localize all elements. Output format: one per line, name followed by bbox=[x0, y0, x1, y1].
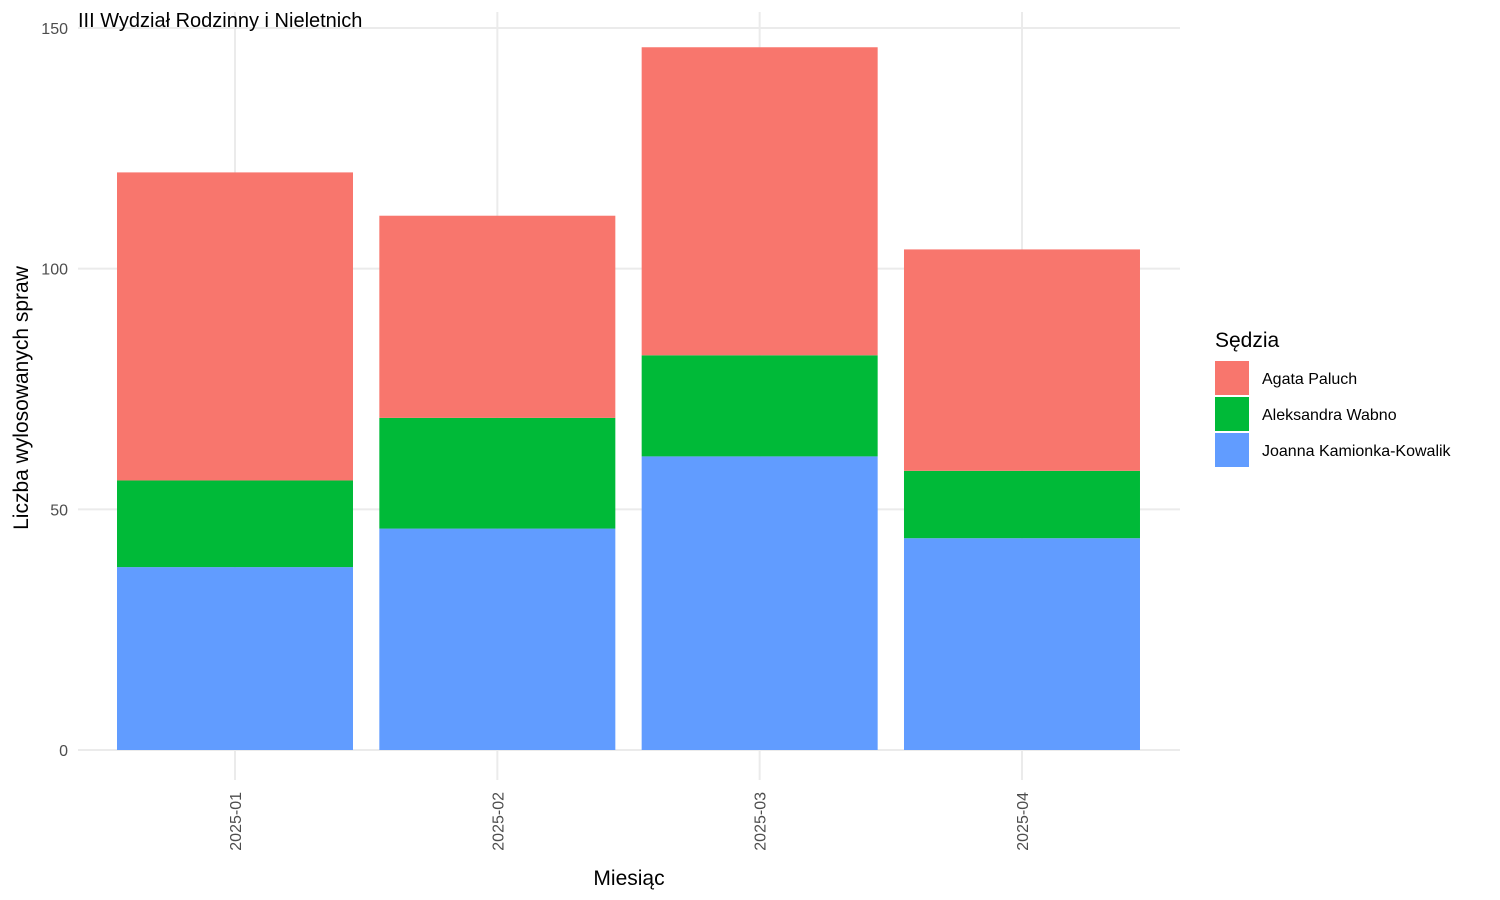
bar-segment bbox=[117, 567, 353, 750]
legend-swatch bbox=[1215, 433, 1249, 467]
legend-label: Joanna Kamionka-Kowalik bbox=[1262, 443, 1452, 460]
bar-segment bbox=[379, 528, 616, 750]
legend-swatch bbox=[1215, 397, 1249, 431]
bar-segment bbox=[117, 480, 353, 568]
bar-segment bbox=[641, 456, 878, 750]
y-axis-ticks: 0 50 100 150 bbox=[41, 21, 68, 760]
bar-segment bbox=[379, 215, 616, 418]
legend-items: Agata Paluch Aleksandra Wabno Joanna Kamio… bbox=[1215, 361, 1452, 467]
bar-segment bbox=[379, 417, 616, 529]
y-tick-label: 0 bbox=[59, 743, 68, 760]
y-tick-label: 150 bbox=[41, 21, 68, 38]
bar-segment bbox=[903, 538, 1140, 750]
chart-title: III Wydział Rodzinny i Nieletnich bbox=[78, 10, 362, 32]
x-axis-title: Miesiąc bbox=[593, 867, 664, 890]
bar-segment bbox=[903, 249, 1140, 471]
bar-segment bbox=[903, 470, 1140, 539]
y-axis-title: Liczba wylosowanych spraw bbox=[10, 265, 33, 530]
bar-segment bbox=[117, 172, 353, 481]
y-tick-label: 100 bbox=[41, 262, 68, 279]
legend-title: Sędzia bbox=[1215, 329, 1280, 352]
bar-segment bbox=[641, 355, 878, 457]
bar-segment bbox=[641, 47, 878, 356]
legend-label: Aleksandra Wabno bbox=[1262, 407, 1397, 424]
legend-swatch bbox=[1215, 361, 1249, 395]
legend: Sędzia Agata Paluch Aleksandra Wabno Joann… bbox=[1215, 329, 1452, 467]
x-tick-label: 2025-02 bbox=[490, 792, 507, 851]
x-axis-ticks: 2025-01 2025-02 2025-03 2025-04 bbox=[228, 792, 1032, 851]
legend-label: Agata Paluch bbox=[1262, 371, 1357, 388]
bars-layer bbox=[117, 47, 1140, 750]
x-tick-label: 2025-03 bbox=[753, 792, 770, 851]
x-tick-label: 2025-01 bbox=[228, 792, 245, 851]
y-tick-label: 50 bbox=[50, 502, 68, 519]
x-tick-label: 2025-04 bbox=[1015, 792, 1032, 851]
